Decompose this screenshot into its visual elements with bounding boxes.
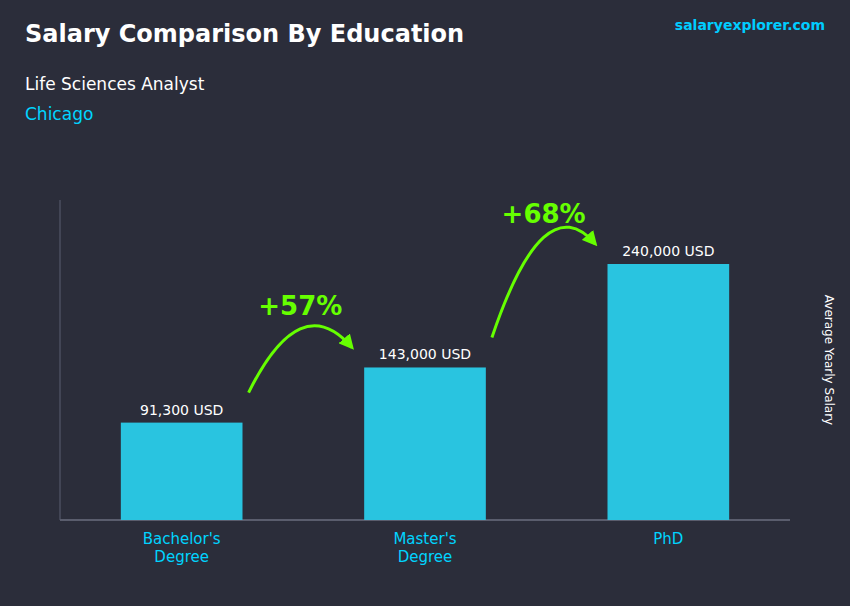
x-tick-label: Bachelor'sDegree bbox=[143, 530, 221, 566]
growth-label: +68% bbox=[502, 199, 586, 229]
subtitle: Life Sciences Analyst bbox=[25, 74, 205, 94]
annotation: salaryexplorer.com bbox=[675, 17, 825, 33]
y-axis-label: Average Yearly Salary bbox=[822, 295, 836, 425]
value-label: 240,000 USD bbox=[622, 243, 714, 259]
bar bbox=[608, 264, 730, 520]
x-tick-label-line: Master's bbox=[393, 530, 456, 548]
x-tick-label-line: Degree bbox=[398, 548, 453, 566]
chart: Salary Comparison By Education Life Scien… bbox=[0, 0, 850, 606]
x-tick-label-line: Bachelor's bbox=[143, 530, 221, 548]
growth-label: +57% bbox=[258, 291, 342, 321]
bar bbox=[364, 367, 486, 520]
growth-arrow bbox=[249, 326, 352, 393]
y-axis-line bbox=[60, 200, 61, 520]
x-tick-label: Master'sDegree bbox=[393, 530, 456, 566]
bar bbox=[121, 423, 243, 520]
x-tick-label: PhD bbox=[653, 530, 683, 548]
growth-arrow bbox=[492, 227, 595, 337]
x-tick-label-line: Degree bbox=[154, 548, 209, 566]
x-tick-label-line: PhD bbox=[653, 530, 683, 548]
title: Salary Comparison By Education bbox=[25, 20, 464, 48]
annotation: Chicago bbox=[25, 104, 93, 124]
background bbox=[0, 0, 850, 606]
value-label: 143,000 USD bbox=[379, 346, 471, 362]
bars bbox=[121, 264, 729, 520]
value-label: 91,300 USD bbox=[140, 402, 223, 418]
